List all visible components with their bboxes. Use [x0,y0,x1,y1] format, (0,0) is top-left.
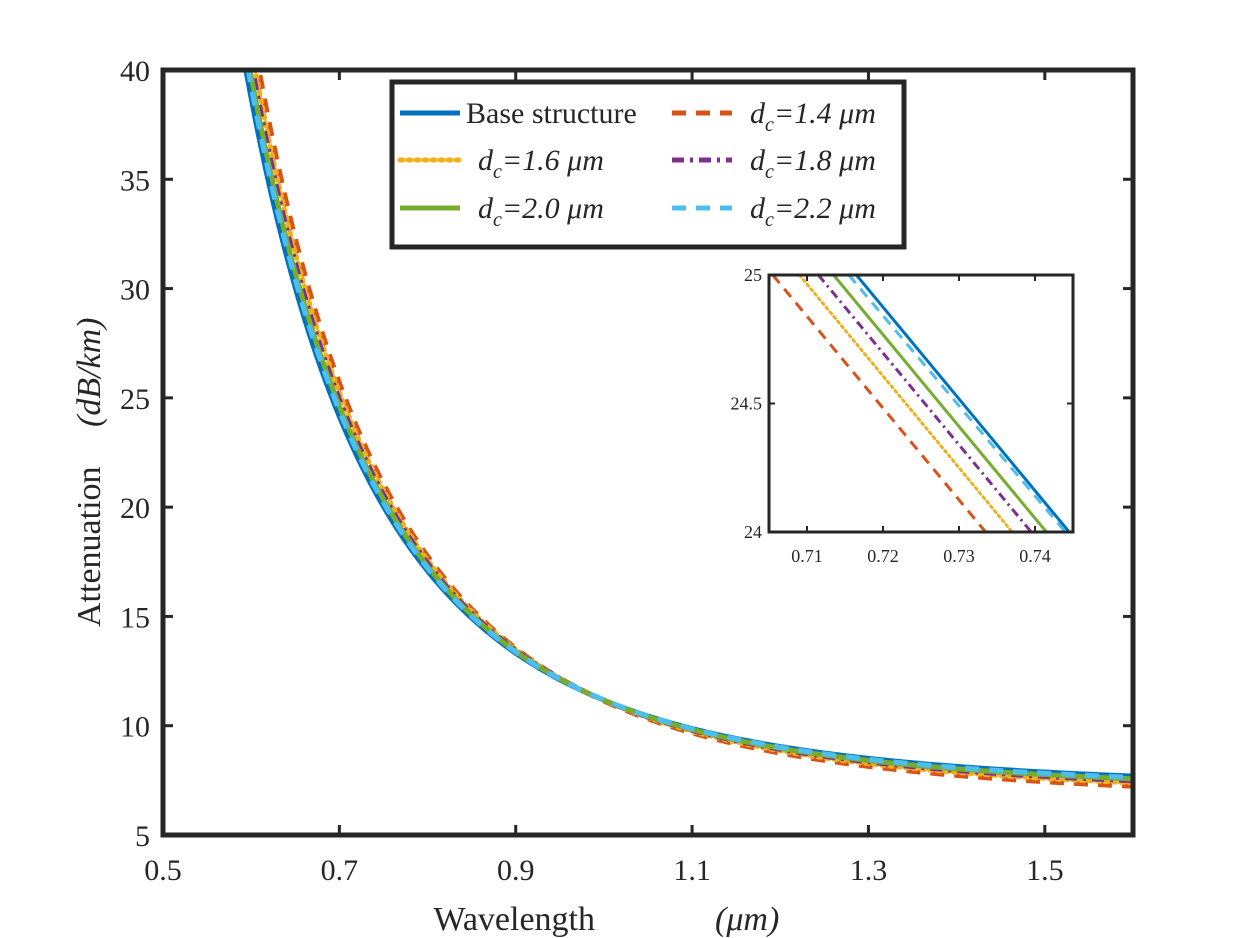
y-tick-label: 5 [135,820,150,853]
x-axis-unit: (μm) [715,901,779,938]
inset-series-group [771,275,1071,532]
legend-label-5: dc=2.2 μm [750,192,876,231]
y-tick-label: 40 [120,55,150,88]
legend-label-value: =1.6 μm [502,144,604,177]
inset-plot-area: 0.71 0.72 0.73 0.74 24 24.5 25 [731,265,1075,566]
legend-label-subscript: c [765,161,774,183]
inset-series-line-5 [847,275,1067,532]
main-ticks-group: 0.5 0.7 0.9 1.1 1.3 1.5 5 10 15 20 25 30 35 40 [120,55,1133,887]
legend-label-symbol: d [478,144,494,177]
legend-label-value: =2.2 μm [774,192,876,225]
legend-label-subscript: c [493,161,502,183]
legend-item-0: Base structure [400,97,637,130]
inset-y-tick-label: 24 [744,522,762,542]
legend-item-3: dc=1.8 μm [672,144,876,183]
y-tick-label: 25 [120,383,150,416]
legend-label-symbol: d [478,192,494,225]
inset-series-line-4 [832,275,1048,532]
inset-series-line-2 [797,275,1014,532]
y-tick-label: 20 [120,492,150,525]
inset-series-line-0 [855,275,1071,532]
y-axis-title-group: Attenuation (dB/km) [71,317,108,627]
y-tick-label: 35 [120,164,150,197]
x-tick-label: 1.3 [850,854,888,887]
legend-label-symbol: d [750,192,766,225]
legend-label-subscript: c [765,209,774,231]
main-plot-area: 0.5 0.7 0.9 1.1 1.3 1.5 5 10 15 20 25 30 35 40 [120,55,1136,887]
y-axis-title: Attenuation [71,466,108,627]
inset-axes-box [767,273,1075,534]
legend-label-symbol: d [750,97,766,130]
series-line-1 [256,70,1133,789]
inset-background [769,275,1073,532]
legend-label-subscript: c [493,209,502,231]
inset-x-tick-label: 0.73 [943,546,975,566]
legend-item-2: dc=1.6 μm [397,144,604,183]
inset-y-tick-label: 24.5 [731,394,763,414]
legend-label-0: Base structure [466,97,637,130]
legend-label-1: dc=1.4 μm [750,97,876,136]
x-axis-title: Wavelength [433,901,595,938]
x-tick-label: 0.5 [144,854,182,887]
y-tick-label: 10 [120,711,150,744]
inset-y-tick-label: 25 [744,265,762,285]
legend-label-text: Base structure [466,97,637,130]
legend-item-4: dc=2.0 μm [400,192,604,231]
legend-label-3: dc=1.8 μm [750,144,876,183]
legend-item-1: dc=1.4 μm [672,97,876,136]
series-line-5 [245,70,1133,780]
x-tick-label: 0.9 [497,854,535,887]
x-tick-label: 1.5 [1026,854,1064,887]
legend-label-2: dc=1.6 μm [478,144,604,183]
main-axes-box [160,67,1136,838]
legend-label-value: =1.8 μm [774,144,876,177]
y-tick-label: 15 [120,601,150,634]
inset-x-tick-label: 0.74 [1019,546,1051,566]
legend-label-4: dc=2.0 μm [478,192,604,231]
inset-x-tick-label: 0.72 [867,546,899,566]
legend-label-value: =1.4 μm [774,97,876,130]
inset-series-line-3 [817,275,1033,532]
main-series-group [243,70,1133,789]
inset-series-line-1 [771,275,987,532]
legend-label-value: =2.0 μm [502,192,604,225]
y-tick-label: 30 [120,274,150,307]
x-tick-label: 0.7 [321,854,359,887]
y-axis-unit: (dB/km) [71,317,108,427]
x-tick-label: 1.1 [673,854,711,887]
inset-x-tick-label: 0.71 [791,546,823,566]
legend-item-5: dc=2.2 μm [672,192,876,231]
legend-box [389,79,907,250]
inset-ticks-group: 0.71 0.72 0.73 0.74 24 24.5 25 [731,265,1073,566]
legend-label-subscript: c [765,114,774,136]
legend-label-symbol: d [750,144,766,177]
